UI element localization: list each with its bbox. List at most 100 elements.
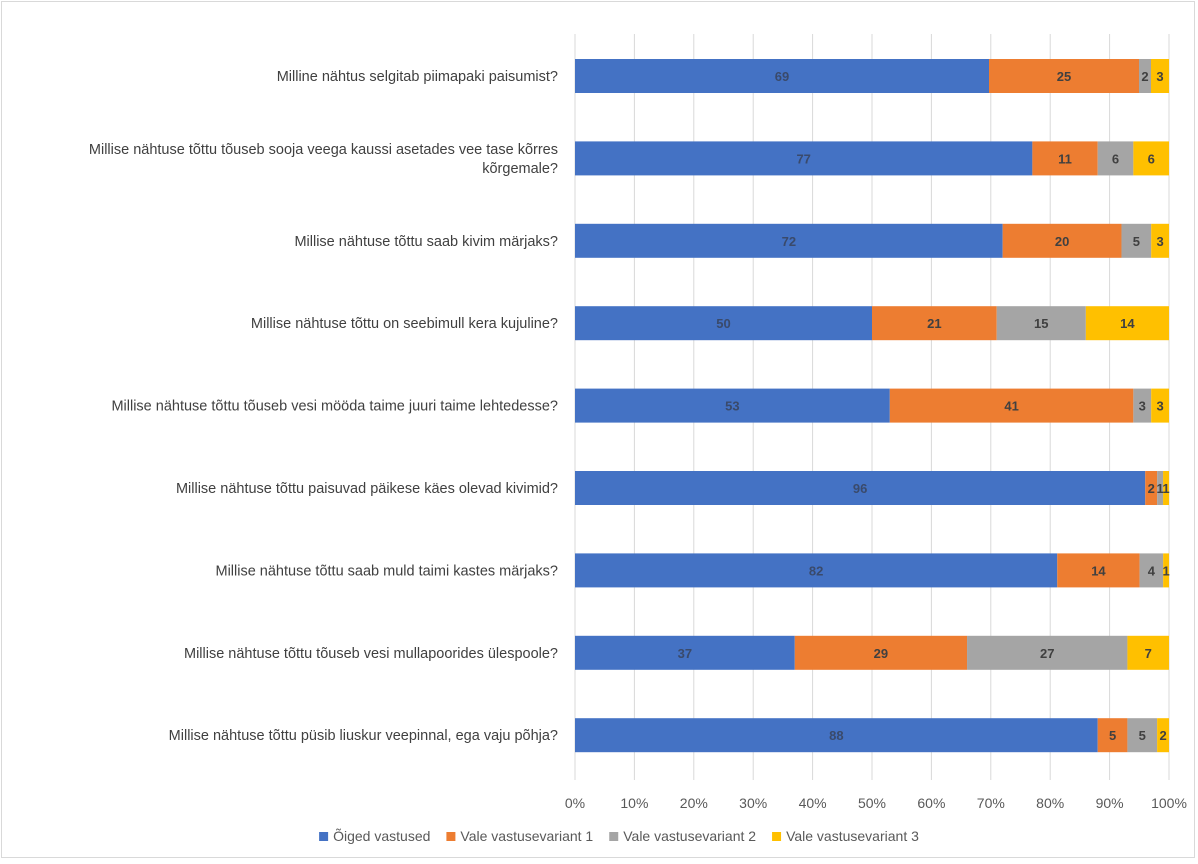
data-label: 7	[1145, 646, 1152, 661]
bar-segment-3	[1139, 59, 1151, 93]
x-tick-label: 70%	[977, 795, 1005, 811]
data-label: 69	[775, 69, 789, 84]
x-tick-label: 60%	[917, 795, 945, 811]
legend-label: Õiged vastused	[333, 828, 430, 844]
category-label: Millise nähtuse tõttu tõuseb vesi mööda …	[111, 399, 558, 415]
legend-label: Vale vastusevariant 1	[460, 828, 593, 844]
x-tick-label: 80%	[1036, 795, 1064, 811]
data-label: 21	[927, 316, 941, 331]
category-label: Millise nähtuse tõttu püsib liuskur veep…	[169, 728, 558, 744]
bar-segment-3	[1139, 553, 1164, 588]
data-label: 50	[716, 316, 730, 331]
bar-segment-1	[575, 553, 1058, 588]
bar-segment-1	[575, 471, 1146, 505]
category-labels: Milline nähtus selgitab piimapaki paisum…	[89, 69, 558, 744]
bar-segment-1	[575, 718, 1098, 753]
legend-item: Õiged vastused	[319, 828, 430, 844]
bar-segment-1	[575, 141, 1033, 176]
data-label: 2	[1141, 69, 1148, 84]
bar-segment-3	[1127, 718, 1158, 753]
bar-segment-2	[1057, 553, 1140, 588]
x-tick-label: 20%	[680, 795, 708, 811]
bar-segment-4	[1151, 59, 1169, 93]
category-label: Millise nähtuse tõttu on seebimull kera …	[251, 316, 558, 332]
x-tick-label: 50%	[858, 795, 886, 811]
data-label: 14	[1120, 316, 1135, 331]
data-label: 5	[1133, 234, 1140, 249]
legend-item: Vale vastusevariant 3	[772, 828, 919, 844]
legend-swatch	[772, 832, 782, 841]
legend-swatch	[609, 832, 619, 841]
data-label: 88	[829, 728, 843, 743]
category-label: Millise nähtuse tõttu tõuseb vesi mullap…	[184, 646, 558, 662]
bar-segment-4	[1151, 388, 1169, 423]
data-label: 20	[1055, 234, 1069, 249]
bar-segment-1	[575, 388, 890, 423]
bar-segment-2	[872, 306, 997, 341]
bar-segment-4	[1133, 141, 1169, 176]
bar-segment-2	[1002, 223, 1122, 258]
bar-segment-1	[575, 306, 872, 341]
category-label: Millise nähtuse tõttu tõuseb sooja veega…	[89, 142, 558, 177]
category-label: Millise nähtuse tõttu saab kivim märjaks…	[294, 234, 558, 250]
data-label: 6	[1148, 151, 1155, 166]
category-label: Millise nähtuse tõttu saab muld taimi ka…	[215, 563, 558, 579]
legend-label: Vale vastusevariant 3	[786, 828, 919, 844]
data-label: 53	[725, 399, 739, 414]
data-label: 37	[678, 646, 692, 661]
data-label: 96	[853, 481, 867, 496]
data-label: 1	[1162, 481, 1169, 496]
data-label: 15	[1034, 316, 1048, 331]
bar-segment-2	[1145, 471, 1158, 505]
bar-segment-4	[1085, 306, 1169, 341]
x-tick-labels: 0% 10% 20% 30% 40% 50% 60% 70% 80% 90% 100%	[565, 795, 1187, 811]
data-label: 29	[874, 646, 888, 661]
legend-swatch	[446, 832, 456, 841]
data-label: 25	[1057, 69, 1071, 84]
data-label: 3	[1139, 399, 1146, 414]
legend-label: Vale vastusevariant 2	[623, 828, 756, 844]
bar-segment-2	[1097, 718, 1128, 753]
data-label: 14	[1091, 563, 1106, 578]
bar-segment-4	[1157, 718, 1169, 753]
data-label: 1	[1162, 563, 1169, 578]
bar-segment-3	[967, 635, 1128, 670]
data-label: 72	[782, 234, 796, 249]
data-label: 5	[1139, 728, 1146, 743]
data-label: 2	[1159, 728, 1166, 743]
bar-segment-1	[575, 635, 795, 670]
data-label: 77	[796, 151, 810, 166]
bar-segment-3	[1133, 388, 1152, 423]
legend-swatch	[319, 832, 329, 841]
bar-segment-2	[889, 388, 1134, 423]
x-tick-label: 30%	[739, 795, 767, 811]
x-tick-label: 10%	[620, 795, 648, 811]
data-label: 3	[1156, 399, 1163, 414]
bar-segment-4	[1163, 553, 1169, 588]
bar-segment-1	[575, 223, 1003, 258]
x-tick-label: 0%	[565, 795, 585, 811]
data-label: 82	[809, 563, 823, 578]
bar-segment-4	[1127, 635, 1169, 670]
x-tick-label: 100%	[1151, 795, 1187, 811]
legend-item: Vale vastusevariant 1	[446, 828, 593, 844]
data-label: 11	[1058, 151, 1072, 166]
bar-segment-3	[1097, 141, 1134, 176]
data-label: 4	[1148, 563, 1156, 578]
data-label: 1	[1156, 481, 1163, 496]
category-label: Milline nähtus selgitab piimapaki paisum…	[277, 69, 558, 85]
data-label: 6	[1112, 151, 1119, 166]
bar-segment-1	[575, 59, 989, 93]
data-label: 3	[1156, 234, 1163, 249]
bar-segment-3	[996, 306, 1086, 341]
data-label: 27	[1040, 646, 1054, 661]
bar-segment-2	[989, 59, 1139, 93]
x-tick-label: 40%	[799, 795, 827, 811]
category-label: Millise nähtuse tõttu paisuvad päikese k…	[176, 481, 558, 497]
data-label: 2	[1148, 481, 1155, 496]
x-tick-label: 90%	[1096, 795, 1124, 811]
bar-segment-3	[1121, 223, 1152, 258]
